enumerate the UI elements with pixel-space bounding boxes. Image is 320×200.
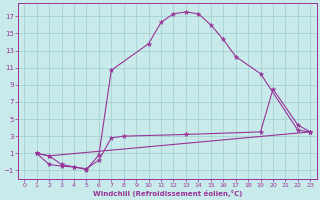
X-axis label: Windchill (Refroidissement éolien,°C): Windchill (Refroidissement éolien,°C) xyxy=(92,190,242,197)
